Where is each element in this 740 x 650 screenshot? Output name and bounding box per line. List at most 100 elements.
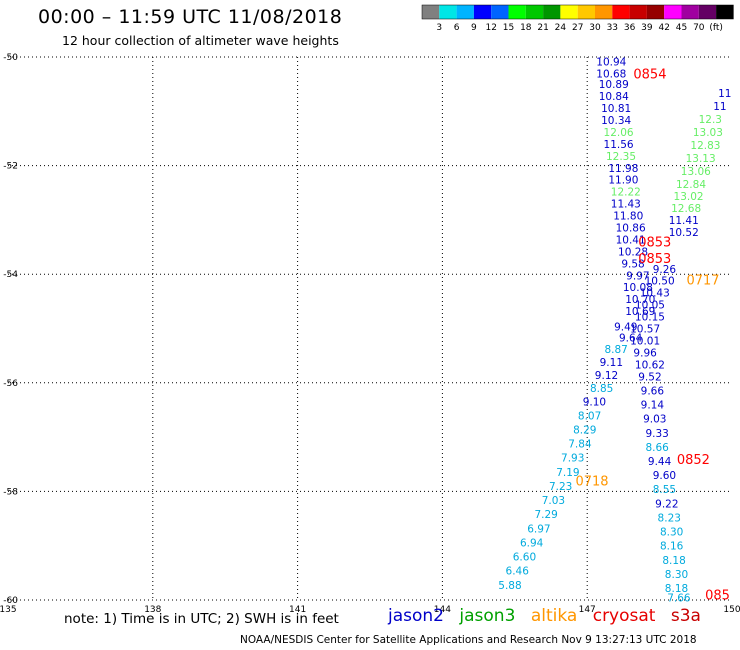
y-tick-label: -52 [3,162,18,172]
wave-height-label: 6.60 [513,552,536,564]
colorbar-label: 42 [658,23,669,33]
wave-height-label: 13.03 [693,127,723,139]
plot-axes: 135 138 141 144 147 150 -50 -52 -54 -56 -58 -60 [0,53,740,615]
colorbar-swatch [716,5,734,19]
legend-altika: altika [530,606,578,626]
x-tick-label: 138 [144,605,161,615]
wave-height-label: 9.49 [614,321,637,333]
wave-height-label: 10.57 [630,324,660,336]
wave-height-label: 8.07 [578,410,601,422]
colorbar-label: 9 [471,23,477,33]
colorbar-swatch [681,5,699,19]
colorbar-label: 18 [520,23,532,33]
wave-height-label: 7.03 [542,495,565,507]
wave-height-label: 8.55 [653,484,676,496]
wave-height-label: 8.23 [658,512,681,524]
wave-height-label: 10.43 [640,288,670,300]
colorbar-swatch [508,5,526,19]
colorbar-label: 12 [485,23,496,33]
colorbar-swatch [473,5,492,19]
wave-height-label: 6.46 [506,566,530,578]
wave-height-label: 10.52 [669,227,699,239]
pass-time-label: 0853 [638,252,671,267]
y-tick-label: -54 [3,270,18,280]
wave-height-label: 9.12 [595,370,618,382]
x-tick-label: 141 [289,605,306,615]
wave-height-label: 7.19 [556,467,579,479]
pass-time-label: 0853 [638,236,671,251]
colorbar-label: 30 [589,23,601,33]
wave-height-label: 11.90 [608,175,638,187]
x-tick-label: 150 [723,605,740,615]
plot-grid [8,56,732,601]
legend-jason3: jason3 [459,606,516,626]
wave-height-label: 10.01 [630,335,660,347]
wave-height-label: 9.10 [583,396,606,408]
wave-height-label: 11.80 [613,211,643,223]
wave-height-label: 8.30 [660,527,683,539]
wave-height-label: 13.02 [674,191,704,203]
wave-height-label: 11.41 [669,215,699,227]
y-tick-label: -58 [3,487,18,497]
wave-height-label: 10.50 [645,276,675,288]
wave-height-label: 11.98 [608,163,638,175]
wave-height-label: 6.94 [520,537,544,549]
colorbar-swatch [560,5,578,19]
wave-height-label: 8.87 [604,344,627,356]
colorbar-swatch [525,5,544,19]
wave-height-label: 10.68 [596,68,626,80]
wave-height-label: 12.68 [671,203,701,215]
wave-height-label: 5.88 [498,580,521,592]
y-tick-label: -50 [3,53,18,63]
colorbar-swatch [595,5,613,19]
colorbar-label: 24 [555,23,567,33]
chart-subtitle: 12 hour collection of altimeter wave hei… [62,33,339,48]
x-tick-label: 144 [434,605,451,615]
wave-height-label: 8.30 [665,569,688,581]
colorbar-swatch [543,5,561,19]
footer-note: note: 1) Time is in UTC; 2) SWH is in fe… [64,611,339,627]
wave-height-label: 10.41 [616,234,646,246]
pass-time-label: 0854 [633,67,666,82]
wave-height-label: 10.94 [596,56,626,68]
colorbar-label: 36 [624,23,636,33]
colorbar-label: 15 [503,23,514,33]
colorbar-swatch [629,5,647,19]
footer-credit: NOAA/NESDIS Center for Satellite Applica… [240,634,697,646]
wave-height-label: 9.64 [619,333,643,345]
colorbar-swatch [698,5,717,19]
wave-height-label: 8.16 [660,541,684,553]
wave-height-label: 9.97 [626,270,649,282]
colorbar-label: 3 [436,23,442,33]
chart-title: 00:00 – 11:59 UTC 11/08/2018 [38,6,343,28]
legend-jason2: jason2 [388,606,444,626]
wave-height-label: 13.06 [681,166,711,178]
pass-time-label: 085 [705,589,730,604]
wave-height-label: 12.83 [690,140,720,152]
wave-height-label: 8.66 [645,442,669,454]
wave-height-label: 8.85 [590,383,613,395]
colorbar-label: 33 [607,23,618,33]
wave-height-label: 7.66 [667,592,691,604]
colorbar-label: (ft) [709,23,723,33]
wave-height-label: 9.96 [633,347,657,359]
colorbar-swatch [612,5,630,19]
wave-height-label: 9.14 [641,400,665,412]
wave-height-label: 11.56 [604,139,634,151]
colorbar-frame [421,4,734,20]
wave-height-label: 9.22 [655,498,678,510]
wave-height-label: 9.44 [648,456,672,468]
colorbar-swatch [491,5,509,19]
wave-height-label: 12.06 [604,127,634,139]
colorbar-label: 45 [676,23,687,33]
x-tick-label: 147 [579,605,596,615]
wave-height-label: 10.28 [618,246,648,258]
y-tick-label: -56 [3,379,18,389]
colorbar-label: 70 [693,23,705,33]
legend-cryosat: cryosat [592,606,656,626]
colorbar-swatch [577,5,595,19]
data-labels: 10.9410.6810.8910.8410.8110.3412.0611.56… [498,56,731,604]
wave-height-label: 7.23 [549,481,572,493]
wave-height-label: 10.81 [601,103,631,115]
